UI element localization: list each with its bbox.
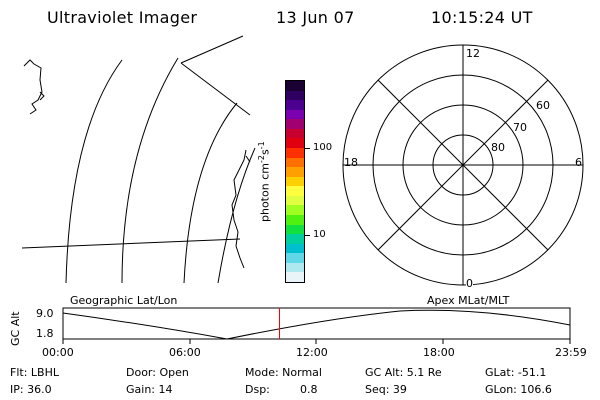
orbit-ymax: 9.0 — [36, 307, 54, 320]
colorbar-segment — [286, 215, 304, 226]
coastline-left-small — [39, 91, 45, 101]
status-gain: Gain: 14 — [126, 383, 173, 396]
colorbar-segment — [286, 119, 304, 130]
colorbar-segment — [286, 234, 304, 245]
colorbar-segment — [286, 109, 304, 120]
orbit-ymin: 1.8 — [36, 327, 54, 340]
colorbar-segment — [286, 157, 304, 168]
orbit-altitude-curve — [62, 309, 571, 340]
lat-label-60: 60 — [536, 99, 550, 112]
grid-arc-2 — [121, 57, 179, 284]
colorbar-segment — [286, 253, 304, 264]
polar-diag-2 — [377, 79, 549, 251]
status-seq: Seq: 39 — [365, 383, 407, 396]
grid-arc-1 — [65, 59, 123, 284]
orbit-xtick-label-2: 12:00 — [296, 346, 328, 359]
status-glon: GLon: 106.6 — [485, 383, 552, 396]
polar-diag-1 — [377, 79, 549, 251]
polar-ring-70 — [402, 104, 524, 226]
status-gc-alt: GC Alt: 5.1 Re — [365, 366, 442, 379]
date-label: 13 Jun 07 — [276, 8, 355, 27]
polar-ring-60 — [372, 74, 554, 256]
colorbar-segment — [286, 90, 304, 101]
status-dsp-value: 0.8 — [300, 383, 318, 396]
orbit-xtick-label-4: 23:59 — [555, 346, 587, 359]
grid-arc-3 — [183, 102, 238, 284]
colorbar-segment — [286, 186, 304, 197]
colorbar-units-label: photon cm-2s-1 — [257, 141, 272, 222]
colorbar-tick-100 — [305, 148, 310, 149]
mlt-label-18: 18 — [344, 156, 358, 169]
colorbar-segment — [286, 100, 304, 111]
colorbar-tick-10 — [305, 235, 310, 236]
mlt-label-6: 6 — [575, 156, 582, 169]
grid-line-diag-2 — [180, 62, 251, 116]
grid-line-diag-1 — [180, 35, 244, 64]
colorbar-segment — [286, 272, 304, 282]
colorbar-segment — [286, 81, 304, 92]
orbit-xtick-label-3: 18:00 — [423, 346, 455, 359]
coastline-right — [231, 149, 247, 269]
colorbar-segment — [286, 262, 304, 273]
colorbar-label-10: 10 — [313, 229, 326, 240]
mlt-label-0: 0 — [466, 277, 473, 290]
instrument-title: Ultraviolet Imager — [47, 8, 198, 27]
coastline-left — [23, 59, 43, 115]
colorbar-segment — [286, 243, 304, 254]
colorbar-segment — [286, 224, 304, 235]
colorbar-label-100: 100 — [313, 142, 333, 153]
colorbar-segment — [286, 205, 304, 216]
colorbar-segment — [286, 195, 304, 206]
lat-label-80: 80 — [491, 141, 505, 154]
colorbar-segment — [286, 138, 304, 149]
orbit-xtick-label-0: 00:00 — [42, 346, 74, 359]
colorbar-segment — [286, 148, 304, 159]
status-door: Door: Open — [126, 366, 189, 379]
intensity-colorbar — [285, 80, 305, 283]
time-label: 10:15:24 UT — [431, 8, 533, 27]
polar-ring-outer — [342, 44, 584, 286]
coastline-right-small — [245, 155, 251, 163]
status-filter: Flt: LBHL — [10, 366, 59, 379]
status-mode: Mode: Normal — [245, 366, 322, 379]
colorbar-segment — [286, 167, 304, 178]
orbit-plot-frame — [62, 307, 571, 340]
status-ip: IP: 36.0 — [10, 383, 52, 396]
orbit-right-caption: Apex MLat/MLT — [427, 294, 510, 307]
status-glat: GLat: -51.1 — [485, 366, 547, 379]
polar-ring-80 — [432, 134, 494, 196]
orbit-left-caption: Geographic Lat/Lon — [70, 294, 178, 307]
orbit-ylabel: GC Alt — [9, 311, 22, 346]
status-dsp-label: Dsp: — [245, 383, 270, 396]
grid-arc-4 — [217, 147, 256, 284]
lat-label-70: 70 — [513, 121, 527, 134]
colorbar-segment — [286, 176, 304, 187]
colorbar-segment — [286, 128, 304, 139]
orbit-xtick-label-1: 06:00 — [169, 346, 201, 359]
mlt-label-12: 12 — [466, 47, 480, 60]
grid-line-horizontal — [21, 238, 241, 249]
